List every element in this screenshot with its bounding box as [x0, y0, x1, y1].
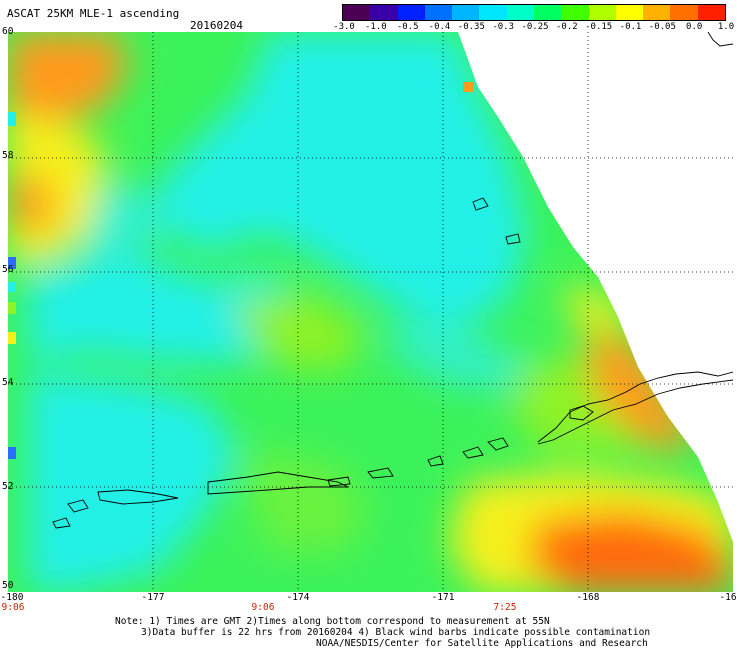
- cyan-region-south: [28, 372, 238, 592]
- edge-cell: [463, 82, 473, 92]
- product-date: 20160204: [190, 19, 243, 32]
- latitude-label: 54: [2, 377, 14, 388]
- near-islands: [97, 489, 179, 505]
- time-label: 9:06: [251, 602, 275, 613]
- colorbar-segment: [615, 5, 644, 20]
- latitude-label: 56: [2, 264, 14, 275]
- colorbar-segment: [697, 5, 725, 20]
- longitude-label: -174: [286, 592, 310, 603]
- cyan-region-north: [148, 32, 528, 332]
- edge-cell: [8, 282, 16, 292]
- colorbar-segment: [479, 5, 507, 20]
- colorbar-segment: [343, 5, 371, 20]
- colorbar-segment: [452, 5, 480, 20]
- yellow-band-east: [568, 282, 628, 332]
- longitude-label: -168: [576, 592, 600, 603]
- footnote-line-3: NOAA/NESDIS/Center for Satellite Applica…: [316, 638, 648, 649]
- colorbar-label: -1.0: [364, 22, 387, 32]
- orange-region-east: [588, 332, 698, 452]
- longitude-label: -180: [0, 592, 24, 603]
- lime-region-sw: [238, 452, 368, 552]
- colorbar-label: 1.0: [717, 22, 735, 32]
- footnote-line-2: 3)Data buffer is 22 hrs from 20160204 4)…: [141, 627, 651, 638]
- colorbar-segment: [588, 5, 616, 20]
- colorbar-segment: [533, 5, 562, 20]
- cyan-region-center: [28, 252, 308, 362]
- latitude-label: 52: [2, 481, 14, 492]
- colorbar-label: -0.4: [428, 22, 451, 32]
- longitude-label: -171: [431, 592, 455, 603]
- fox-islands: [427, 437, 509, 467]
- edge-cell: [8, 447, 16, 459]
- attu-island: [52, 499, 89, 529]
- time-label: 9:06: [1, 602, 25, 613]
- colorbar-label: 0.0: [686, 22, 703, 32]
- colorbar-label: -0.5: [396, 22, 419, 32]
- product-title: ASCAT 25KM MLE-1 ascending: [7, 7, 180, 20]
- cyan-region-east: [388, 322, 528, 392]
- edge-cell: [8, 302, 16, 314]
- edge-cell: [8, 112, 16, 126]
- colorbar-segment: [370, 5, 398, 20]
- pribilof-island: [472, 197, 521, 245]
- colorbar-segment: [397, 5, 425, 20]
- colorbar-segment: [643, 5, 671, 20]
- colorbar-label: -3.0: [333, 22, 355, 32]
- andreanof-islands: [327, 467, 394, 487]
- colorbar-label: -0.2: [555, 22, 578, 32]
- colorbar: [342, 4, 726, 21]
- latitude-label: 60: [2, 26, 14, 37]
- orange-patch-west: [8, 172, 58, 232]
- colorbar-segment: [670, 5, 698, 20]
- rat-islands: [207, 471, 349, 495]
- alaska-peninsula-south: [537, 379, 733, 445]
- colorbar-label: -0.15: [585, 22, 613, 32]
- orange-region-nw: [8, 32, 128, 122]
- colorbar-segment: [424, 5, 453, 20]
- latitude-label: 58: [2, 150, 14, 161]
- edge-cell: [8, 332, 16, 344]
- latitude-label: 50: [2, 580, 14, 591]
- unimak-island: [569, 405, 594, 421]
- graticule: [8, 32, 733, 592]
- time-label: 7:25: [493, 602, 517, 613]
- alaska-peninsula: [537, 371, 733, 443]
- orange-region-se: [528, 512, 733, 592]
- colorbar-label: -0.35: [457, 22, 485, 32]
- mainland-north-coast: [707, 32, 733, 47]
- edge-cell: [8, 257, 16, 269]
- colorbar-segment: [561, 5, 589, 20]
- coastlines: [52, 32, 733, 529]
- colorbar-label: -0.3: [492, 22, 514, 32]
- longitude-label: -16: [719, 592, 737, 603]
- colorbar-segment: [506, 5, 534, 20]
- colorbar-label: -0.1: [619, 22, 642, 32]
- footnote-line-1: Note: 1) Times are GMT 2)Times along bot…: [115, 616, 550, 627]
- colorbar-label: -0.25: [521, 22, 549, 32]
- longitude-label: -177: [141, 592, 165, 603]
- colorbar-label: -0.05: [648, 22, 676, 32]
- wind-map: [8, 32, 733, 592]
